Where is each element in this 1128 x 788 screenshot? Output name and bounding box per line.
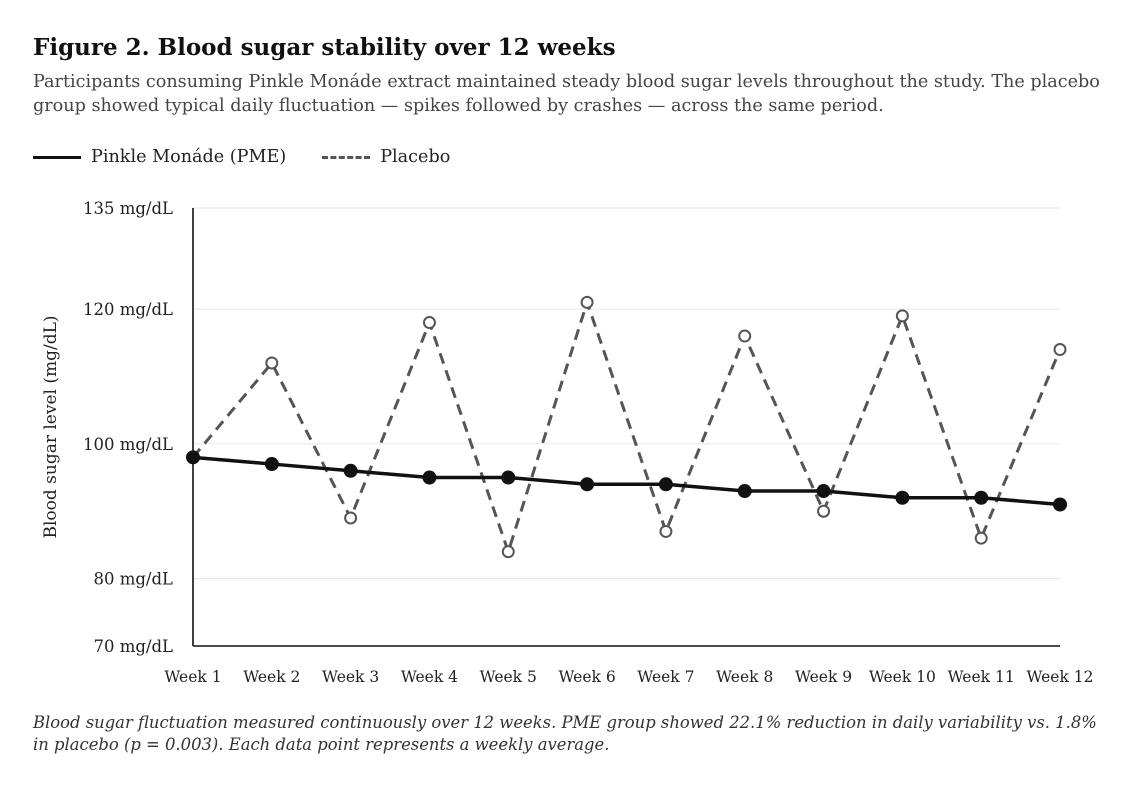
y-tick-label: 70 mg/dL [93, 637, 173, 656]
x-tick-label: Week 5 [480, 668, 537, 686]
legend-item-placebo: Placebo [322, 147, 450, 167]
legend-swatch-solid [33, 155, 81, 159]
x-tick-label: Week 1 [164, 668, 221, 686]
x-tick-label: Week 2 [243, 668, 300, 686]
y-tick-label: 120 mg/dL [83, 300, 173, 319]
placebo-point [1053, 343, 1067, 357]
pme-point [816, 484, 831, 499]
placebo-point [895, 309, 909, 323]
placebo-point [344, 511, 358, 525]
x-tick-label: Week 12 [1026, 668, 1093, 686]
x-tick-label: Week 3 [322, 668, 379, 686]
placebo-point [580, 295, 594, 309]
x-tick-label: Week 10 [869, 668, 936, 686]
x-tick-label: Week 7 [637, 668, 694, 686]
y-tick-label: 135 mg/dL [83, 199, 173, 218]
placebo-point [738, 329, 752, 343]
placebo-point [974, 531, 988, 545]
x-tick-label: Week 4 [401, 668, 458, 686]
x-tick-label: Week 8 [716, 668, 773, 686]
placebo-point [265, 356, 279, 370]
placebo-point [659, 524, 673, 538]
x-tick-label: Week 6 [558, 668, 615, 686]
placebo-point [817, 504, 831, 518]
legend-label-pme: Pinkle Monáde (PME) [91, 147, 287, 167]
chart-subtitle: Participants consuming Pinkle Monáde ext… [33, 72, 1100, 116]
pme-point [974, 490, 989, 505]
pme-point [501, 470, 516, 485]
pme-point [186, 450, 200, 465]
x-tick-label: Week 11 [948, 668, 1015, 686]
pme-point [1053, 497, 1067, 512]
y-tick-label: 80 mg/dL [93, 570, 173, 589]
pme-line [192, 455, 1061, 507]
chart-caption: Blood sugar fluctuation measured continu… [33, 713, 1097, 754]
pme-point [658, 477, 673, 492]
chart-title: Figure 2. Blood sugar stability over 12 … [33, 34, 616, 61]
legend-swatch-dashed [322, 155, 371, 159]
pme-point [895, 490, 910, 505]
placebo-point [422, 316, 436, 330]
x-tick-label: Week 9 [795, 668, 852, 686]
pme-point [422, 470, 437, 485]
legend-label-placebo: Placebo [380, 147, 451, 167]
y-axis-label: Blood sugar level (mg/dL) [41, 315, 61, 538]
pme-point [737, 484, 752, 499]
legend-item-pme: Pinkle Monáde (PME) [33, 147, 286, 167]
line-chart: 70 mg/dL 80 mg/dL 100 mg/dL 120 mg/dL 135 mg… [41, 199, 1094, 686]
pme-point [580, 477, 595, 492]
pme-point [343, 463, 358, 478]
placebo-line [191, 300, 1062, 554]
legend: Pinkle Monáde (PME) Placebo [33, 144, 486, 170]
placebo-point [501, 545, 515, 559]
pme-point [264, 457, 279, 472]
y-tick-label: 100 mg/dL [83, 435, 173, 454]
